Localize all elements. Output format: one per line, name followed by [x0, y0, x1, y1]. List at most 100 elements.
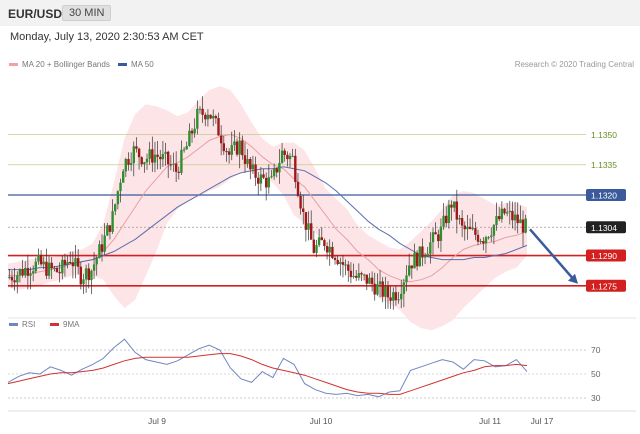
- candle-body: [127, 159, 130, 165]
- candle-body: [516, 214, 519, 224]
- candle-body: [466, 226, 469, 230]
- candle-body: [119, 182, 122, 192]
- candle-body: [29, 273, 32, 276]
- candle-body: [225, 151, 228, 153]
- candle-body: [267, 177, 270, 188]
- candle-body: [272, 168, 276, 177]
- candle-body: [423, 256, 427, 258]
- candle-body: [220, 135, 223, 144]
- candle-body: [453, 201, 456, 208]
- x-tick-2: Jul 11: [479, 416, 501, 426]
- candle-body: [458, 218, 461, 220]
- candle-body: [468, 226, 472, 229]
- candle-body: [413, 252, 416, 269]
- price-label-3: 1.1304: [591, 223, 617, 233]
- candle-body: [460, 218, 464, 226]
- candle-body: [500, 208, 503, 220]
- candle-body: [415, 252, 419, 267]
- candle-body: [262, 174, 265, 178]
- candle-body: [384, 286, 387, 297]
- candle-body: [283, 150, 286, 155]
- candle-body: [214, 116, 218, 119]
- candle-body: [122, 171, 125, 183]
- candle-body: [198, 108, 202, 110]
- candle-body: [421, 246, 424, 258]
- candles: [8, 96, 527, 310]
- candle-body: [39, 254, 43, 265]
- candle-body: [286, 154, 289, 160]
- legend-9ma-label: 9MA: [63, 320, 80, 329]
- candle-body: [145, 158, 149, 163]
- candle-body: [37, 254, 40, 262]
- candle-body: [61, 259, 64, 274]
- price-label-0: 1.1350: [591, 130, 617, 140]
- candle-body: [492, 225, 496, 236]
- ma9-swatch: [50, 323, 59, 327]
- candle-body: [177, 171, 180, 173]
- price-label-bg-3: [586, 221, 626, 234]
- candle-body: [243, 155, 247, 164]
- candle-body: [323, 240, 326, 246]
- candle-body: [503, 208, 506, 214]
- candle-body: [47, 262, 51, 276]
- candle-body: [505, 212, 509, 214]
- timeframe-badge[interactable]: 30 MIN: [62, 5, 112, 21]
- candle-body: [251, 164, 255, 170]
- candle-body: [174, 163, 178, 172]
- ma50-line: [8, 166, 528, 271]
- candle-body: [341, 262, 345, 265]
- candle-body: [487, 237, 490, 239]
- candle-body: [429, 242, 432, 254]
- candle-body: [217, 118, 220, 136]
- candle-body: [400, 293, 403, 300]
- candle-body: [498, 216, 501, 220]
- candle-body: [42, 261, 45, 265]
- candle-body: [490, 235, 493, 238]
- candle-body: [249, 159, 252, 170]
- candle-body: [108, 225, 112, 232]
- rsi-swatch: [9, 323, 18, 327]
- candle-body: [82, 279, 85, 285]
- candle-body: [201, 108, 204, 115]
- candle-body: [111, 211, 114, 232]
- rsi-tick-2: 70: [591, 345, 601, 355]
- bollinger-band: [8, 86, 527, 331]
- price-label-bg-4: [586, 249, 626, 262]
- candle-body: [74, 258, 77, 267]
- candle-body: [24, 268, 27, 276]
- candle-body: [18, 269, 22, 276]
- candle-body: [84, 268, 88, 280]
- candle-body: [288, 155, 292, 160]
- candle-body: [381, 281, 384, 297]
- candle-body: [79, 266, 82, 285]
- candle-body: [365, 274, 368, 284]
- candle-body: [69, 262, 72, 263]
- candle-body: [95, 258, 98, 265]
- candle-body: [241, 140, 244, 156]
- candle-body: [344, 264, 347, 266]
- candle-body: [140, 157, 143, 165]
- candle-body: [508, 210, 511, 213]
- candle-body: [180, 149, 183, 173]
- candle-body: [153, 154, 157, 163]
- candle-body: [193, 128, 196, 134]
- candle-body: [233, 141, 236, 146]
- candle-body: [143, 162, 146, 165]
- candle-body: [188, 130, 191, 147]
- candle-body: [450, 204, 453, 208]
- candle-body: [246, 159, 249, 164]
- candle-body: [58, 272, 61, 274]
- candle-body: [355, 275, 358, 278]
- candle-body: [373, 283, 376, 295]
- candle-body: [235, 141, 239, 155]
- candle-body: [405, 275, 408, 283]
- candle-body: [8, 276, 11, 278]
- candle-body: [129, 163, 133, 165]
- candle-body: [45, 261, 48, 276]
- candle-body: [50, 262, 53, 269]
- candle-body: [418, 246, 421, 267]
- candle-body: [386, 286, 390, 298]
- candle-body: [408, 265, 411, 276]
- candle-body: [368, 277, 371, 284]
